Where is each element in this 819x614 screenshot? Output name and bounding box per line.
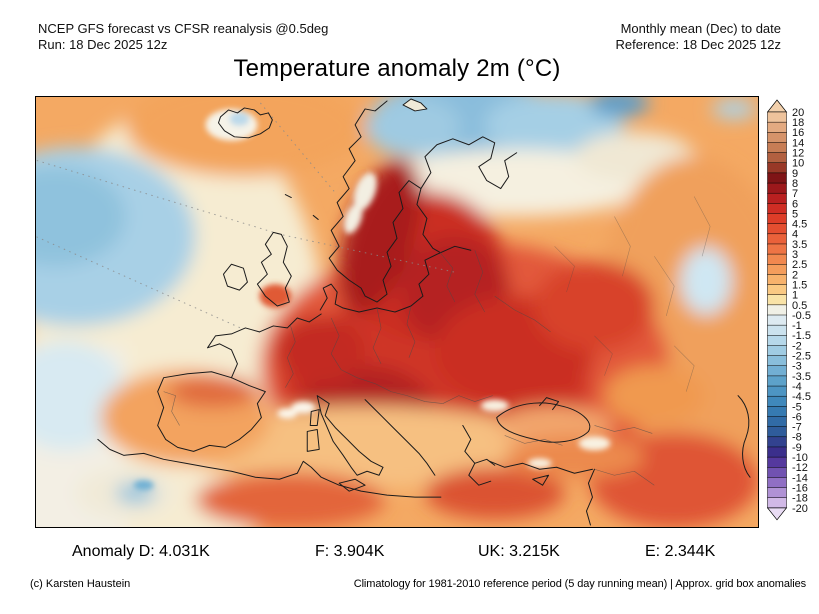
- svg-text:20: 20: [792, 107, 804, 119]
- colorbar: 20 18 16 14 12 10 9 8 7 6 5 4.5 4 3.5 3 2.5 2 1.5 1 0.5 -0.5…: [766, 99, 819, 524]
- stat-anomaly-e: E: 2.344K: [645, 543, 716, 560]
- svg-text:-10: -10: [792, 452, 808, 464]
- stat-anomaly-f: F: 3.904K: [315, 543, 385, 560]
- svg-text:2: 2: [792, 269, 798, 281]
- svg-text:-12: -12: [792, 462, 808, 474]
- svg-text:14: 14: [792, 137, 804, 149]
- svg-text:-20: -20: [792, 503, 808, 515]
- svg-text:-1: -1: [792, 320, 802, 332]
- svg-text:4: 4: [792, 229, 798, 241]
- svg-text:8: 8: [792, 178, 798, 190]
- svg-text:18: 18: [792, 117, 804, 129]
- mean-period-label: Monthly mean (Dec) to date: [620, 21, 781, 36]
- svg-text:-7: -7: [792, 422, 802, 434]
- stat-anomaly-d: Anomaly D: 4.031K: [72, 543, 210, 560]
- svg-text:-14: -14: [792, 472, 808, 484]
- graticule-dotted-lines: [36, 102, 455, 329]
- svg-text:12: 12: [792, 148, 804, 160]
- svg-text:10: 10: [792, 158, 804, 170]
- svg-text:0.5: 0.5: [792, 300, 807, 312]
- anomaly-shading-detail: [133, 108, 611, 491]
- svg-text:-8: -8: [792, 432, 802, 444]
- anomaly-shading-large: [36, 97, 758, 527]
- svg-text:-18: -18: [792, 493, 808, 505]
- svg-text:16: 16: [792, 127, 804, 139]
- model-comparison-label: NCEP GFS forecast vs CFSR reanalysis @0.…: [38, 21, 329, 36]
- anomaly-map: [36, 97, 758, 527]
- svg-text:5: 5: [792, 208, 798, 220]
- country-borders: [163, 196, 711, 486]
- svg-text:-2.5: -2.5: [792, 351, 811, 363]
- svg-text:-6: -6: [792, 411, 802, 423]
- svg-text:7: 7: [792, 188, 798, 200]
- anomaly-stats: Anomaly D: 4.031K F: 3.904K UK: 3.215K E…: [0, 543, 819, 565]
- reference-date-label: Reference: 18 Dec 2025 12z: [615, 37, 782, 52]
- run-date-label: Run: 18 Dec 2025 12z: [38, 37, 168, 52]
- svg-text:1: 1: [792, 290, 798, 302]
- svg-text:4.5: 4.5: [792, 219, 807, 231]
- climatology-note: Climatology for 1981-2010 reference peri…: [353, 578, 806, 590]
- svg-text:-1.5: -1.5: [792, 330, 811, 342]
- svg-text:-4.5: -4.5: [792, 391, 811, 403]
- svg-text:-5: -5: [792, 401, 802, 413]
- svg-text:1.5: 1.5: [792, 279, 807, 291]
- svg-text:-2: -2: [792, 340, 802, 352]
- svg-text:9: 9: [792, 168, 798, 180]
- svg-text:-9: -9: [792, 442, 802, 454]
- svg-text:-3: -3: [792, 361, 802, 373]
- svg-text:6: 6: [792, 198, 798, 210]
- map-frame: [35, 96, 759, 528]
- svg-text:-4: -4: [792, 381, 802, 393]
- svg-text:3: 3: [792, 249, 798, 261]
- stat-anomaly-uk: UK: 3.215K: [478, 543, 560, 560]
- credit-text: (c) Karsten Haustein: [30, 578, 131, 590]
- svg-text:2.5: 2.5: [792, 259, 807, 271]
- coastlines: [97, 98, 751, 526]
- header-left: NCEP GFS forecast vs CFSR reanalysis @0.…: [38, 21, 328, 53]
- chart-title: Temperature anomaly 2m (°C): [233, 55, 561, 82]
- header-right: Monthly mean (Dec) to date Reference: 18…: [616, 21, 782, 53]
- svg-text:3.5: 3.5: [792, 239, 807, 251]
- svg-text:-0.5: -0.5: [792, 310, 811, 322]
- svg-text:-3.5: -3.5: [792, 371, 811, 383]
- svg-text:-16: -16: [792, 482, 808, 494]
